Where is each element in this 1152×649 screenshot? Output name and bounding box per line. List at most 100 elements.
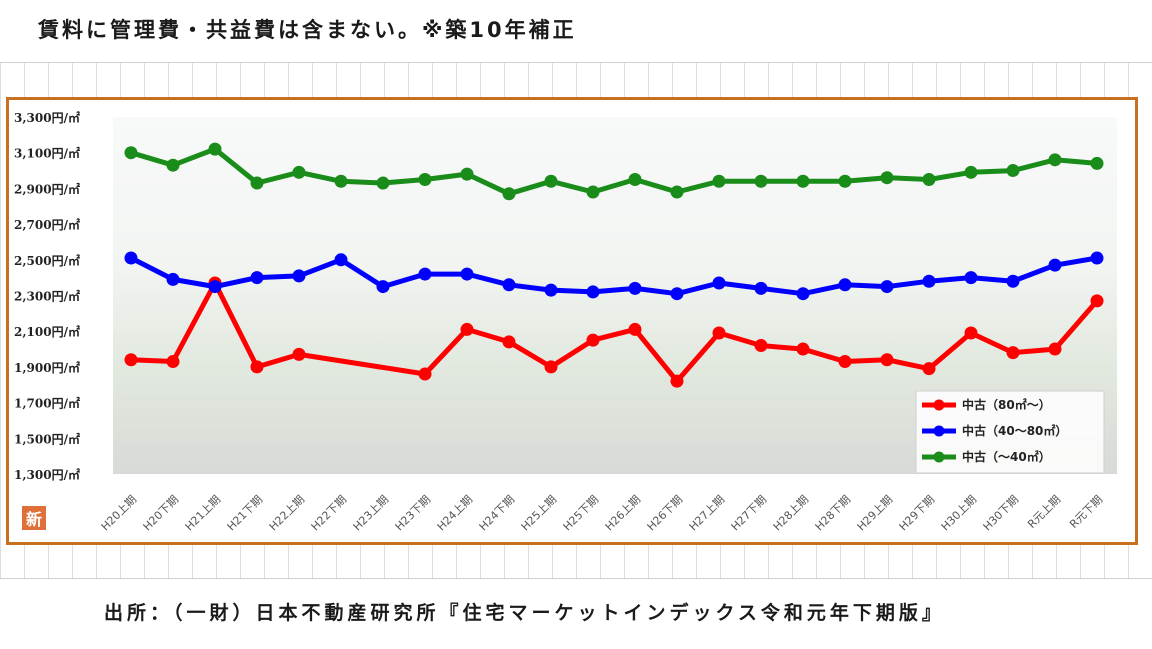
series-point-2 <box>334 174 348 188</box>
series-point-0 <box>502 335 516 349</box>
series-point-1 <box>1006 274 1020 288</box>
series-point-1 <box>586 285 600 299</box>
series-point-2 <box>712 174 726 188</box>
chart-note: 賃料に管理費・共益費は含まない。※築10年補正 <box>38 18 577 42</box>
series-point-2 <box>1048 153 1062 167</box>
y-tick-label: 1,500円/㎡ <box>14 431 80 446</box>
x-tick-label: H28下期 <box>813 493 854 534</box>
series-point-0 <box>544 360 558 374</box>
x-tick-label: H28上期 <box>771 493 812 534</box>
series-point-1 <box>670 287 684 301</box>
series-point-1 <box>418 267 432 281</box>
x-tick-label: H20上期 <box>99 493 140 534</box>
x-tick-label: H24下期 <box>477 493 518 534</box>
series-point-1 <box>334 253 348 267</box>
series-point-2 <box>418 172 432 186</box>
series-point-0 <box>166 355 180 369</box>
series-point-0 <box>712 326 726 340</box>
series-point-1 <box>460 267 474 281</box>
x-tick-label: H29上期 <box>855 493 896 534</box>
y-tick-label: 1,900円/㎡ <box>14 360 80 375</box>
y-tick-label: 2,300円/㎡ <box>14 289 80 304</box>
series-point-1 <box>292 269 306 283</box>
y-tick-label: 2,900円/㎡ <box>14 181 80 196</box>
series-point-0 <box>250 360 264 374</box>
series-point-0 <box>922 362 936 376</box>
series-point-0 <box>1048 342 1062 356</box>
footer-band <box>0 578 1152 649</box>
x-tick-label: H20下期 <box>141 493 182 534</box>
x-tick-label: H26上期 <box>603 493 644 534</box>
x-tick-label: R元下期 <box>1067 493 1105 531</box>
series-point-2 <box>250 176 264 190</box>
x-tick-label: H25下期 <box>561 493 602 534</box>
y-tick-label: 3,300円/㎡ <box>14 110 80 125</box>
series-point-1 <box>964 271 978 285</box>
y-tick-label: 2,100円/㎡ <box>14 324 80 339</box>
series-point-0 <box>460 322 474 336</box>
series-point-1 <box>838 278 852 292</box>
series-point-0 <box>838 355 852 369</box>
series-point-1 <box>376 280 390 294</box>
series-point-0 <box>796 342 810 356</box>
series-point-1 <box>166 272 180 286</box>
x-tick-label: H25上期 <box>519 493 560 534</box>
x-tick-label: H21上期 <box>183 493 224 534</box>
series-point-0 <box>1006 346 1020 360</box>
series-point-0 <box>1090 294 1104 308</box>
new-badge-icon: 新 <box>22 506 46 530</box>
series-point-1 <box>544 283 558 297</box>
legend-marker <box>933 451 945 463</box>
y-tick-label: 1,700円/㎡ <box>14 396 80 411</box>
series-point-2 <box>838 174 852 188</box>
x-tick-label: H30上期 <box>939 493 980 534</box>
x-tick-label: H26下期 <box>645 493 686 534</box>
source-note: 出所：（一財）日本不動産研究所『住宅マーケットインデックス令和元年下期版』 <box>104 602 945 624</box>
series-point-0 <box>292 347 306 361</box>
series-point-2 <box>586 185 600 199</box>
series-point-2 <box>922 172 936 186</box>
y-tick-label: 1,300円/㎡ <box>14 467 80 482</box>
series-point-1 <box>250 271 264 285</box>
series-point-2 <box>670 185 684 199</box>
series-point-0 <box>754 338 768 352</box>
series-point-2 <box>460 167 474 181</box>
series-point-2 <box>1006 164 1020 178</box>
series-point-1 <box>922 274 936 288</box>
series-point-0 <box>418 367 432 381</box>
legend-marker <box>933 399 945 411</box>
x-tick-label: H30下期 <box>981 493 1022 534</box>
x-tick-label: H29下期 <box>897 493 938 534</box>
x-tick-label: H24上期 <box>435 493 476 534</box>
legend-label: 中古（80㎡～） <box>962 397 1051 412</box>
series-point-1 <box>1048 258 1062 272</box>
x-tick-label: R元上期 <box>1025 493 1063 531</box>
series-point-2 <box>1090 156 1104 170</box>
legend-label: 中古（40～80㎡） <box>962 423 1067 438</box>
series-point-1 <box>502 278 516 292</box>
series-point-1 <box>712 276 726 290</box>
y-tick-label: 2,500円/㎡ <box>14 253 80 268</box>
x-tick-label: H22下期 <box>309 493 350 534</box>
series-line-2 <box>128 146 1100 197</box>
series-point-2 <box>502 187 516 201</box>
series-line-0 <box>128 280 1100 384</box>
series-point-2 <box>166 158 180 172</box>
series-point-0 <box>964 326 978 340</box>
series-point-2 <box>964 165 978 179</box>
series-point-2 <box>124 146 138 160</box>
series-point-2 <box>376 176 390 190</box>
series-point-2 <box>544 174 558 188</box>
series-point-0 <box>586 333 600 347</box>
x-tick-label: H22上期 <box>267 493 308 534</box>
series-point-1 <box>1090 251 1104 265</box>
x-tick-label: H27上期 <box>687 493 728 534</box>
series-point-2 <box>796 174 810 188</box>
series-point-1 <box>754 281 768 295</box>
series-point-0 <box>124 353 138 367</box>
series-point-2 <box>628 172 642 186</box>
series-point-1 <box>796 287 810 301</box>
legend-marker <box>933 425 945 437</box>
series-point-0 <box>880 353 894 367</box>
